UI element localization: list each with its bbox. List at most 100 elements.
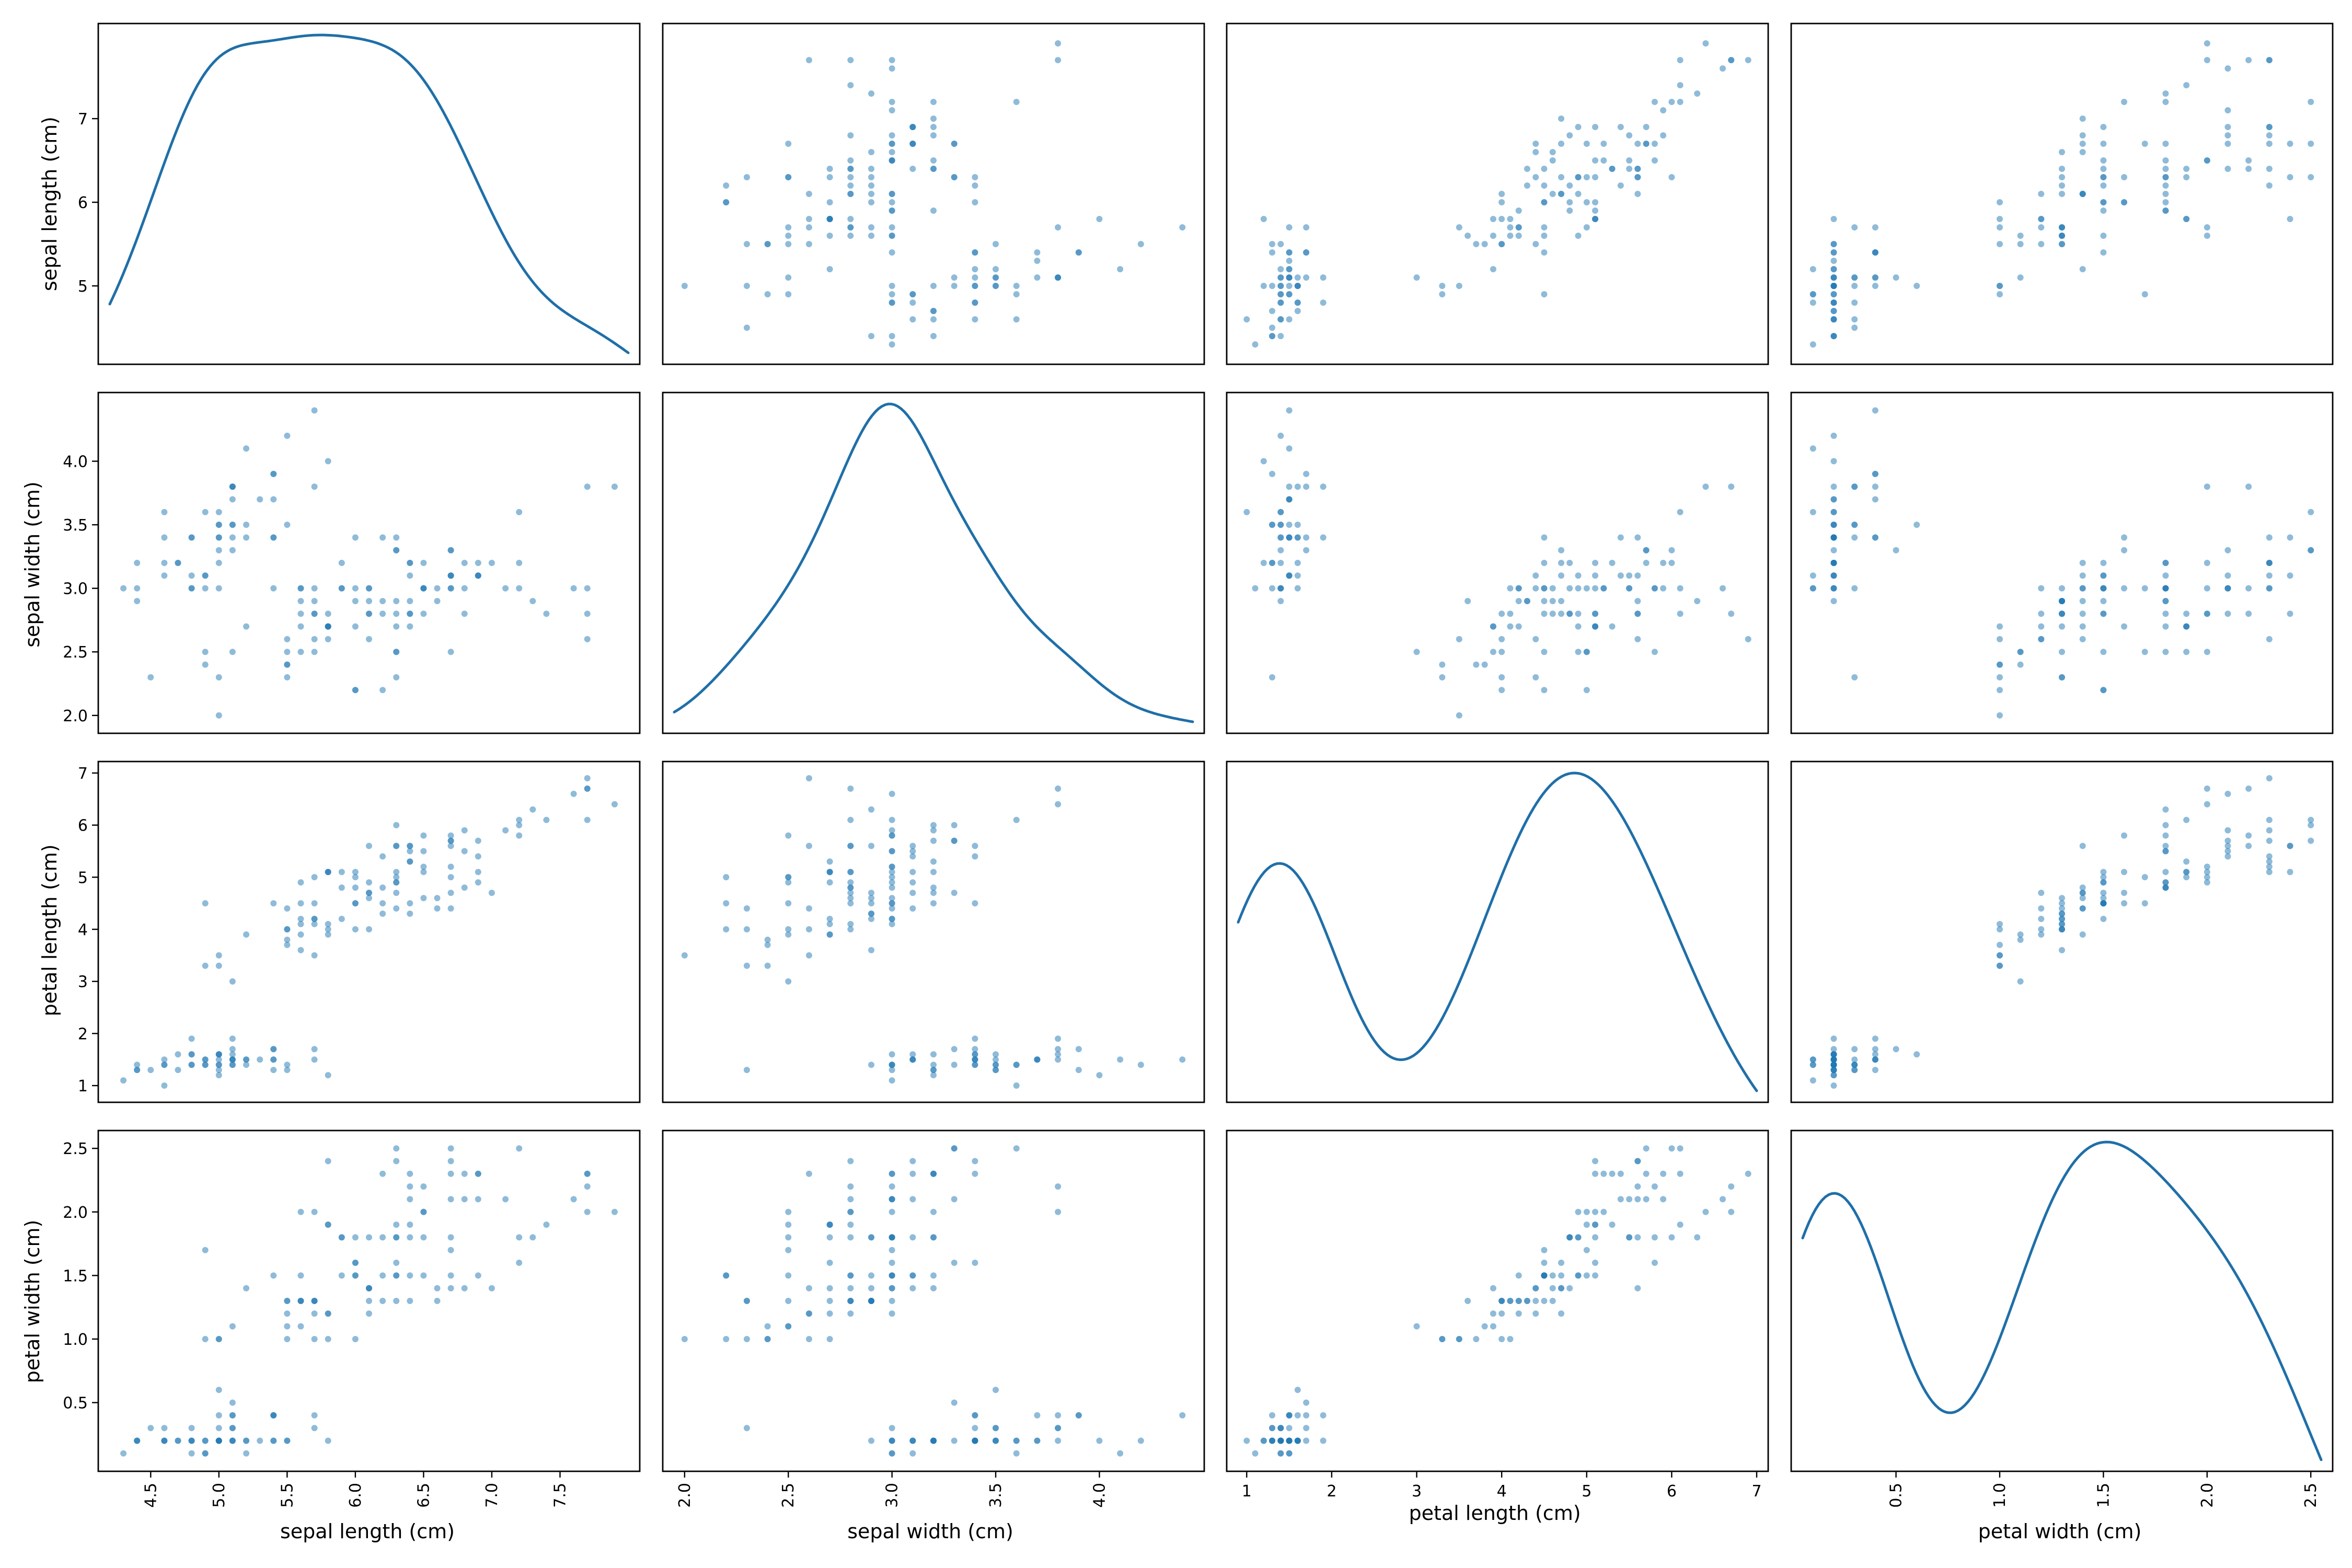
scatter-point [311,636,318,642]
scatter-point [1677,57,1684,63]
scatter-point [161,1437,168,1444]
scatter-point [2308,547,2314,554]
scatter-point [1997,224,2003,230]
scatter-point [847,884,854,891]
scatter-point [1303,1437,1310,1444]
scatter-point [2266,816,2273,823]
scatter-point [325,931,331,938]
scatter-point [972,843,978,849]
scatter-point [1269,325,1275,331]
scatter-point [215,585,222,592]
scatter-point [447,1196,454,1203]
scatter-point [868,149,874,155]
scatter-point [2162,141,2169,147]
scatter-point [407,598,413,604]
scatter-point [2162,822,2169,828]
scatter-point [930,1067,937,1074]
scatter-point [847,895,854,902]
scatter-point [909,1272,916,1279]
scatter-point [447,874,454,881]
scatter-point [805,926,812,932]
scatter-point [161,560,168,566]
scatter-point [311,1310,318,1317]
scatter-point [188,534,195,541]
scatter-point [1626,132,1633,139]
scatter-point [1524,598,1530,604]
scatter-point [1997,199,2003,205]
scatter-point [366,598,372,604]
scatter-point [1456,712,1462,719]
scatter-point [930,1285,937,1292]
scatter-point [1549,157,1556,164]
scatter-point [1473,661,1480,668]
x-tick-label: 2.5 [779,1483,798,1508]
scatter-point [1137,1062,1144,1068]
scatter-point [516,1234,523,1241]
scatter-point [1515,207,1522,214]
scatter-point [2287,869,2293,875]
scatter-point [1515,623,1522,630]
scatter-point [1809,585,1816,592]
scatter-point [2266,853,2273,860]
y-tick-label: 7 [78,765,88,783]
y-tick-label: 1.0 [63,1331,88,1349]
scatter-point [475,1170,481,1177]
scatter-point [1532,572,1539,579]
scatter-point [1320,1437,1327,1444]
scatter-point [2059,649,2065,655]
y-tick-label: 7 [78,110,88,129]
scatter-point [2183,82,2190,88]
scatter-point [1269,522,1275,528]
scatter-point [764,941,771,948]
xlabel-col-0: sepal length (cm) [280,1520,455,1543]
scatter-point [909,1234,916,1241]
scatter-point [243,534,250,541]
scatter-point [420,1234,427,1241]
scatter-point [270,1046,277,1053]
scatter-point [930,1272,937,1279]
scatter-point [611,483,618,490]
scatter-point [2204,157,2210,164]
scatter-point [2100,649,2107,655]
scatter-point [1830,1082,1837,1089]
scatter-point [270,1067,277,1074]
scatter-point [584,785,591,792]
scatter-point [434,598,441,604]
scatter-point [1013,1450,1020,1457]
scatter-point [1034,258,1041,264]
scatter-point [993,283,999,289]
scatter-point [1524,1298,1530,1304]
scatter-point [2224,853,2231,860]
scatter-point [1830,496,1837,503]
scatter-point [1294,585,1301,592]
scatter-point [1549,598,1556,604]
scatter-point [325,1221,331,1228]
scatter-point [2100,233,2107,239]
scatter-point [1277,241,1284,247]
scatter-point [1179,224,1186,230]
scatter-point [1117,266,1124,272]
scatter-point [972,266,978,272]
scatter-point [868,191,874,197]
scatter-point [2100,572,2107,579]
scatter-point [447,1285,454,1292]
scatter-point [2162,884,2169,891]
scatter-point [2038,216,2045,222]
scatter-point [215,962,222,969]
scatter-point [407,843,413,849]
scatter-point [1997,941,2003,948]
scatter-point [570,585,577,592]
scatter-point [868,174,874,180]
scatter-point [2162,191,2169,197]
scatter-point [805,952,812,959]
scatter-point [2017,649,2024,655]
cell-frame [1790,22,2334,365]
scatter-point [909,166,916,172]
scatter-point [516,585,523,592]
scatter-point [1872,407,1878,414]
scatter-point [2079,843,2086,849]
scatter-point [284,937,291,943]
scatter-point [743,905,750,912]
scatter-point [175,560,181,566]
scatter-point [1809,1056,1816,1063]
